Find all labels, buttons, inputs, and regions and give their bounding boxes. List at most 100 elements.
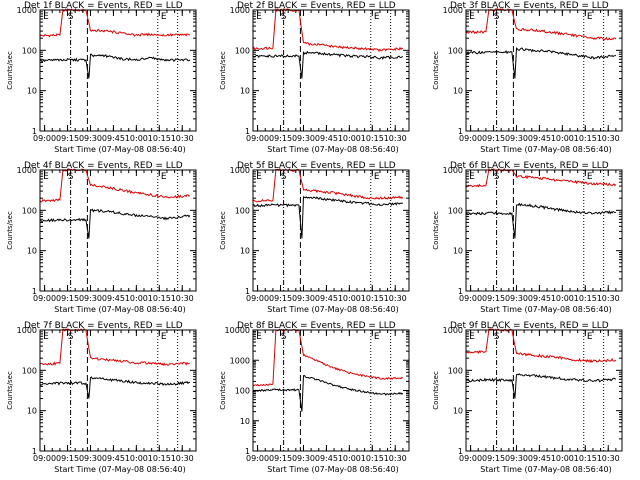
x-tick-label: 10:15 — [361, 454, 384, 463]
time-marker-label: E — [469, 332, 475, 342]
plot-frame — [465, 169, 623, 292]
time-marker-label: S — [281, 172, 287, 182]
panel-title: Det 3f BLACK = Events, RED = LLD — [450, 1, 609, 11]
x-tick-label: 10:30 — [171, 294, 194, 303]
x-tick-label: 09:30 — [505, 454, 528, 463]
y-tick-label: 1 — [32, 287, 37, 296]
x-axis-label: Start Time (07-May-08 08:56:40) — [54, 465, 185, 474]
x-tick-label: 10:15 — [148, 294, 171, 303]
y-axis-label: Counts/sec — [432, 371, 440, 410]
x-tick-label: 10:30 — [171, 134, 194, 143]
events-series-line — [465, 202, 617, 239]
x-tick-label: 09:30 — [292, 454, 315, 463]
x-axis-label: Start Time (07-May-08 08:56:40) — [54, 145, 185, 154]
y-tick-label: 1 — [32, 447, 37, 456]
x-tick-label: 10:00 — [551, 454, 574, 463]
y-tick-label: 100 — [448, 46, 463, 55]
x-tick-label: 09:45 — [528, 294, 551, 303]
x-tick-label: 10:00 — [338, 294, 361, 303]
time-marker-label: E — [161, 332, 167, 342]
y-tick-label: 1 — [32, 127, 37, 136]
y-tick-label: 1 — [245, 447, 250, 456]
time-marker-label: E — [43, 332, 49, 342]
panel-title: Det 8f BLACK = Events, RED = LLD — [237, 321, 396, 331]
time-marker-label: E — [587, 332, 593, 342]
time-marker-label: E — [256, 332, 262, 342]
time-marker-label: E — [161, 172, 167, 182]
lld-series-line — [39, 168, 191, 203]
x-tick-label: 10:30 — [171, 454, 194, 463]
time-marker-label: S — [281, 332, 287, 342]
y-tick-label: 100 — [448, 366, 463, 375]
x-tick-label: 10:30 — [597, 134, 620, 143]
x-tick-label: 09:00 — [459, 134, 482, 143]
time-marker-label: S — [68, 332, 74, 342]
x-tick-label: 09:45 — [102, 454, 125, 463]
lld-series-line — [252, 328, 404, 387]
x-tick-label: 09:45 — [102, 294, 125, 303]
x-tick-label: 10:15 — [148, 454, 171, 463]
y-tick-label: 100 — [235, 46, 250, 55]
x-tick-label: 09:30 — [292, 294, 315, 303]
panel-title: Det 1f BLACK = Events, RED = LLD — [24, 1, 183, 11]
lld-series-line — [252, 167, 404, 203]
x-tick-label: 10:00 — [125, 134, 148, 143]
events-series-line — [252, 374, 404, 412]
time-marker-label: S — [281, 12, 287, 22]
x-tick-label: 09:15 — [56, 294, 79, 303]
x-tick-label: 10:30 — [384, 454, 407, 463]
x-tick-label: 09:30 — [79, 294, 102, 303]
x-tick-label: 09:15 — [269, 134, 292, 143]
panel-title: Det 4f BLACK = Events, RED = LLD — [24, 161, 183, 171]
y-tick-label: 1 — [458, 447, 463, 456]
y-tick-label: 10 — [453, 247, 463, 256]
x-tick-label: 09:00 — [33, 134, 56, 143]
time-marker-label: E — [161, 12, 167, 22]
x-tick-label: 09:15 — [482, 134, 505, 143]
y-tick-label: 1000 — [230, 166, 250, 175]
lld-series-line — [39, 7, 191, 38]
y-tick-label: 1000 — [443, 166, 463, 175]
y-tick-label: 100 — [22, 366, 37, 375]
events-series-line — [252, 50, 403, 79]
x-tick-label: 09:30 — [79, 134, 102, 143]
time-marker-label: E — [587, 172, 593, 182]
y-axis-label: Counts/sec — [6, 211, 14, 250]
x-tick-label: 10:15 — [574, 294, 597, 303]
x-tick-label: 10:00 — [338, 134, 361, 143]
plot-frame — [252, 169, 410, 292]
panel-title: Det 2f BLACK = Events, RED = LLD — [237, 1, 396, 11]
panel-title: Det 9f BLACK = Events, RED = LLD — [450, 321, 609, 331]
x-tick-label: 09:15 — [482, 454, 505, 463]
plot-frame — [39, 9, 197, 132]
x-tick-label: 10:15 — [574, 454, 597, 463]
y-tick-label: 1 — [458, 287, 463, 296]
x-tick-label: 09:00 — [459, 294, 482, 303]
plot-frame — [252, 329, 410, 452]
panel-title: Det 7f BLACK = Events, RED = LLD — [24, 321, 183, 331]
time-marker-label: E — [587, 12, 593, 22]
time-marker-label: E — [374, 332, 380, 342]
y-tick-label: 10 — [240, 87, 250, 96]
time-marker-label: S — [494, 12, 500, 22]
x-tick-label: 09:00 — [246, 134, 269, 143]
y-tick-label: 1000 — [443, 326, 463, 335]
plot-frame — [465, 9, 623, 132]
y-tick-label: 100 — [235, 206, 250, 215]
panel-title: Det 6f BLACK = Events, RED = LLD — [450, 161, 609, 171]
x-tick-label: 09:45 — [315, 454, 338, 463]
x-tick-label: 09:00 — [33, 454, 56, 463]
x-tick-label: 09:15 — [56, 134, 79, 143]
x-axis-label: Start Time (07-May-08 08:56:40) — [54, 305, 185, 314]
y-tick-label: 1000 — [230, 6, 250, 15]
x-axis-label: Start Time (07-May-08 08:56:40) — [267, 145, 398, 154]
y-tick-label: 1000 — [230, 356, 250, 365]
time-marker-label: E — [469, 172, 475, 182]
x-tick-label: 10:15 — [148, 134, 171, 143]
time-marker-label: E — [43, 12, 49, 22]
time-marker-label: E — [256, 12, 262, 22]
x-tick-label: 10:00 — [125, 294, 148, 303]
x-tick-label: 09:15 — [269, 454, 292, 463]
x-tick-label: 10:30 — [597, 454, 620, 463]
